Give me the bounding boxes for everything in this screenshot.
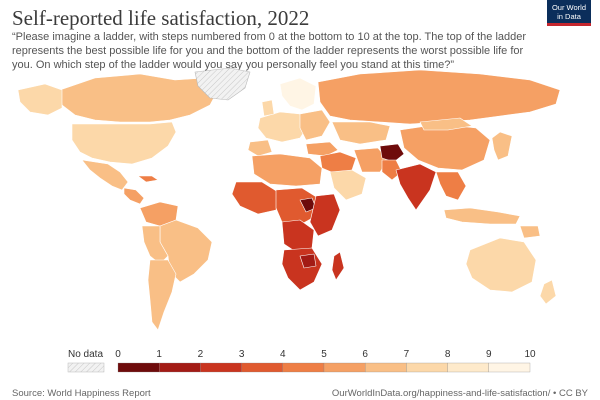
chart-title: Self-reported life satisfaction, 2022 (12, 6, 310, 30)
country-new-zealand[interactable] (539, 279, 557, 305)
country-zimbabwe[interactable] (299, 253, 317, 269)
legend-tick-8: 8 (445, 349, 451, 360)
legend-swatch-5[interactable] (323, 362, 366, 373)
country-saudi-arabia[interactable] (329, 169, 367, 201)
country-greenland (194, 67, 251, 101)
country-west-africa[interactable] (231, 181, 279, 215)
country-southeast-asia[interactable] (435, 171, 467, 201)
legend-swatch-2[interactable] (200, 362, 242, 373)
world-map[interactable] (0, 60, 600, 345)
country-southern-africa[interactable] (281, 247, 323, 291)
legend-ticks: 0 1 2 3 4 5 6 7 8 9 10 (115, 349, 536, 360)
country-papua-new-guinea[interactable] (519, 225, 541, 239)
legend-no-data-swatch (67, 362, 105, 373)
legend-tick-6: 6 (362, 349, 368, 360)
country-turkey[interactable] (305, 141, 339, 157)
legend-swatch-9[interactable] (488, 362, 531, 373)
logo-line-2: in Data (557, 12, 581, 21)
country-eastern-europe[interactable] (299, 109, 331, 141)
country-madagascar[interactable] (331, 251, 345, 281)
chart-subtitle: “Please imagine a ladder, with steps num… (12, 31, 527, 71)
country-indonesia[interactable] (443, 207, 521, 225)
legend-tick-10: 10 (524, 349, 536, 360)
legend-swatch-0[interactable] (117, 362, 160, 373)
legend-tick-5: 5 (321, 349, 327, 360)
legend-swatch-8[interactable] (447, 362, 489, 373)
legend-tick-0: 0 (115, 349, 121, 360)
legend-swatch-4[interactable] (282, 362, 325, 373)
country-india[interactable] (395, 163, 437, 211)
legend-tick-2: 2 (198, 349, 204, 360)
country-mexico[interactable] (81, 159, 129, 191)
country-drc[interactable] (281, 219, 315, 253)
country-korea-japan[interactable] (491, 131, 513, 161)
country-canada[interactable] (59, 73, 219, 123)
country-russia[interactable] (317, 69, 561, 125)
country-mongolia[interactable] (419, 117, 473, 131)
country-central-africa[interactable] (275, 187, 319, 227)
owid-logo[interactable]: Our World in Data (547, 0, 591, 26)
country-afghanistan[interactable] (379, 143, 405, 163)
country-china[interactable] (399, 123, 491, 171)
license-note[interactable]: OurWorldInData.org/happiness-and-life-sa… (331, 388, 588, 399)
country-usa[interactable] (71, 121, 177, 165)
country-australia[interactable] (465, 237, 537, 293)
country-central-america[interactable] (123, 187, 145, 205)
legend-tick-3: 3 (239, 349, 245, 360)
legend-swatch-6[interactable] (365, 362, 407, 373)
country-pakistan[interactable] (381, 159, 403, 181)
legend-swatches (117, 362, 531, 373)
legend-tick-9: 9 (486, 349, 492, 360)
country-kazakhstan[interactable] (331, 121, 391, 145)
legend-tick-7: 7 (404, 349, 410, 360)
legend-swatch-1[interactable] (159, 362, 201, 373)
source-note[interactable]: Source: World Happiness Report (12, 388, 151, 399)
legend-tick-4: 4 (280, 349, 286, 360)
country-north-africa[interactable] (251, 153, 323, 187)
logo-line-1: Our World (551, 3, 587, 12)
color-legend: No data 0 1 2 3 4 5 6 7 8 9 10 (67, 349, 536, 373)
legend-swatch-7[interactable] (406, 362, 448, 373)
legend-tick-1: 1 (156, 349, 162, 360)
country-alaska[interactable] (17, 83, 63, 116)
country-western-europe[interactable] (257, 111, 309, 143)
country-uk[interactable] (261, 99, 275, 117)
country-east-africa[interactable] (309, 193, 341, 237)
country-iberia[interactable] (247, 139, 273, 157)
legend-no-data-label: No data (68, 349, 103, 360)
country-caribbean[interactable] (137, 175, 159, 183)
country-scandinavia[interactable] (279, 77, 317, 111)
country-argentina-chile[interactable] (147, 259, 177, 331)
legend-swatch-3[interactable] (241, 362, 283, 373)
